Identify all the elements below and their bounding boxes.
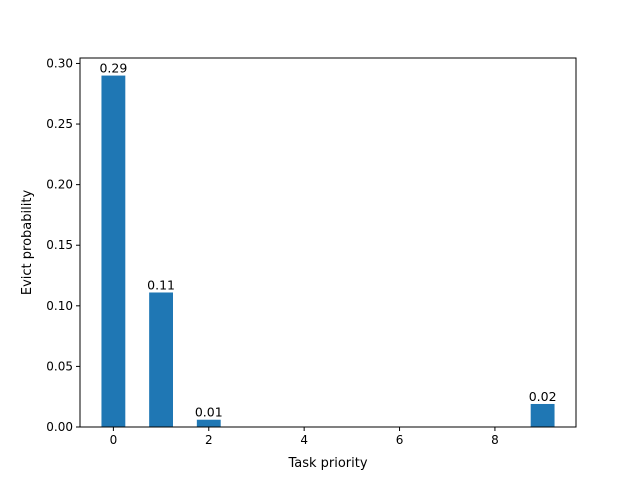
x-axis: 0 2 4 6 8 (110, 427, 499, 447)
bar-value-label: 0.02 (529, 389, 557, 404)
y-tick-label: 0.15 (46, 238, 73, 252)
bar-2 (196, 419, 221, 427)
x-tick-label: 4 (300, 433, 308, 447)
y-tick-label: 0.20 (46, 178, 73, 192)
x-axis-label: Task priority (287, 456, 367, 471)
y-tick-label: 0.05 (46, 359, 73, 373)
x-tick-label: 0 (110, 433, 118, 447)
x-tick-label: 2 (205, 433, 213, 447)
y-tick-label: 0.30 (46, 56, 73, 70)
bar-9 (530, 403, 555, 427)
bar-value-label: 0.11 (147, 277, 175, 292)
x-tick-label: 6 (396, 433, 404, 447)
y-axis-label: Evict probability (20, 190, 35, 296)
data-labels-group: 0.29 0.11 0.01 0.02 (99, 61, 556, 420)
bars-group (101, 75, 555, 428)
plot-frame (79, 57, 577, 428)
y-axis: 0.00 0.05 0.10 0.15 0.20 0.25 0.30 (46, 56, 80, 434)
y-tick-label: 0.10 (46, 299, 73, 313)
bar-value-label: 0.29 (99, 61, 127, 76)
x-tick-label: 8 (491, 433, 499, 447)
y-tick-label: 0.25 (46, 117, 73, 131)
bar-value-label: 0.01 (195, 405, 223, 420)
bar-1 (149, 292, 173, 427)
y-tick-label: 0.00 (46, 420, 73, 434)
bar-0 (101, 75, 126, 428)
